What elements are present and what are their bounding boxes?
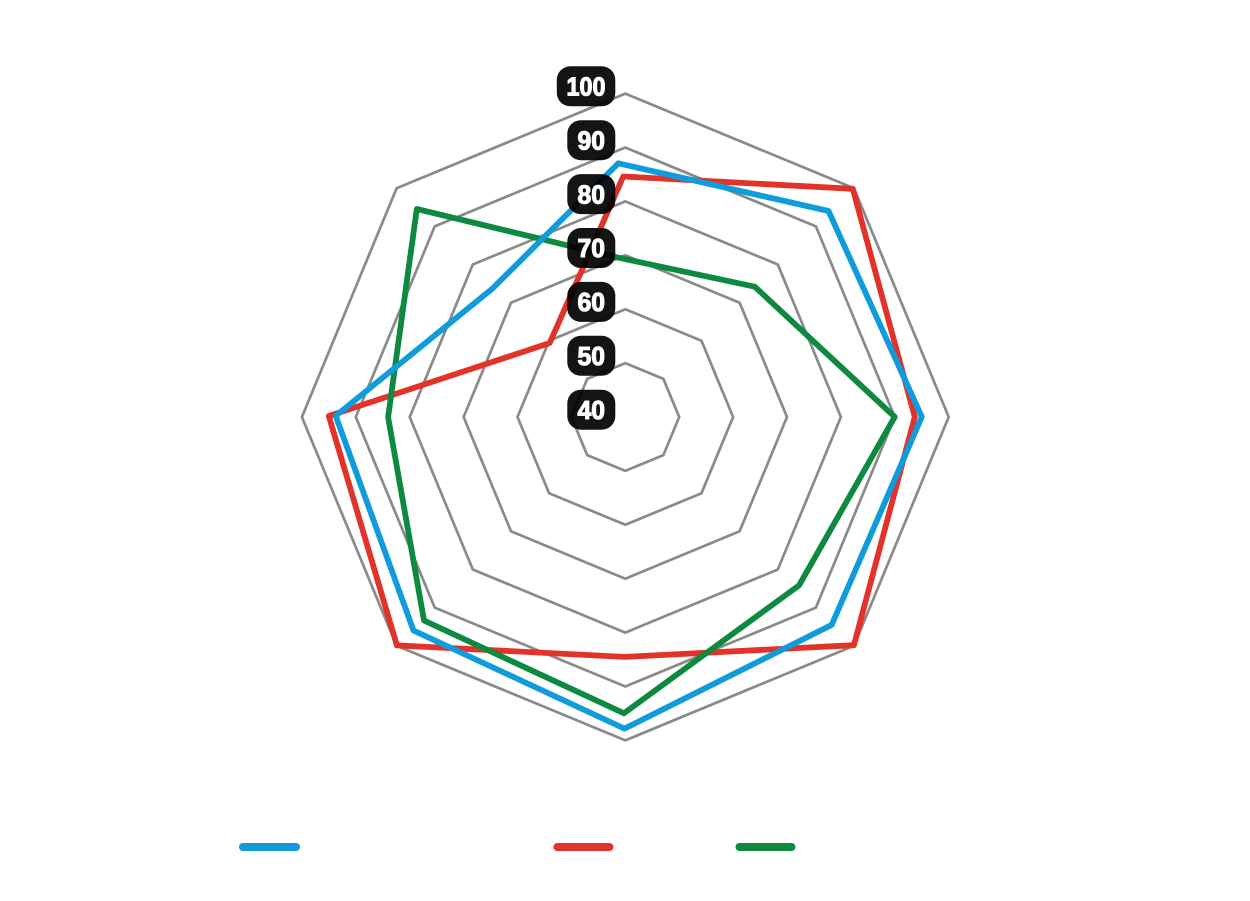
svg-text:100: 100 [567,72,606,102]
svg-text:50: 50 [578,341,606,371]
svg-text:60: 60 [578,287,606,317]
svg-text:80: 80 [578,179,606,209]
svg-text:90: 90 [578,125,606,155]
svg-text:70: 70 [578,233,606,263]
svg-text:40: 40 [578,395,606,425]
